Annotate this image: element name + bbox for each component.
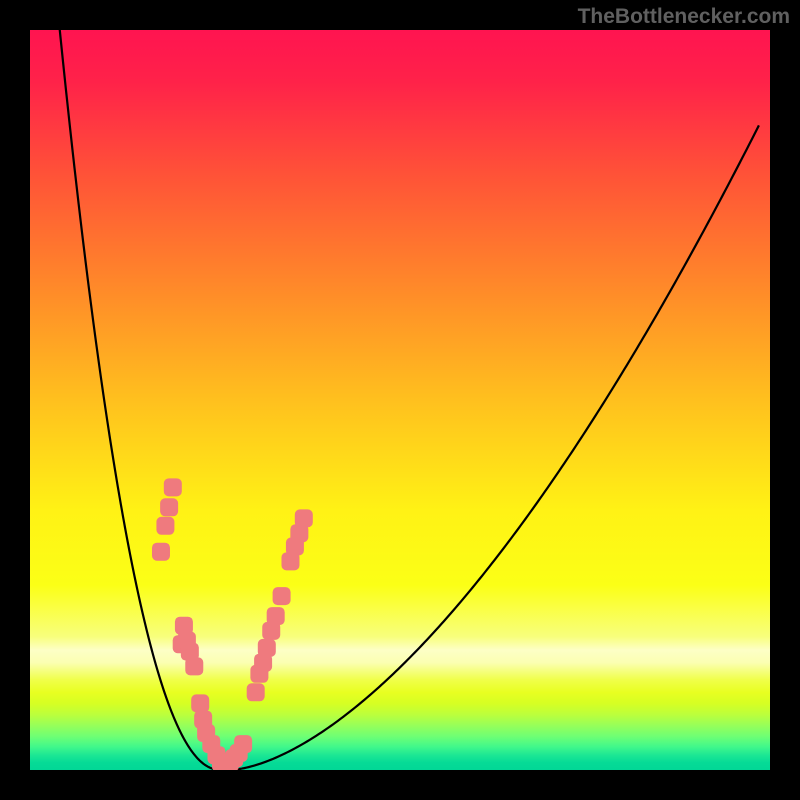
watermark-text: TheBottlenecker.com [578, 5, 790, 29]
marker-right [267, 607, 285, 625]
marker-right [258, 639, 276, 657]
marker-left [156, 517, 174, 535]
chart-container: TheBottlenecker.com [0, 0, 800, 800]
marker-left [234, 735, 252, 753]
plot-svg [30, 30, 770, 770]
marker-left [191, 694, 209, 712]
marker-right [273, 587, 291, 605]
marker-left [160, 498, 178, 516]
marker-right [247, 683, 265, 701]
marker-left [152, 543, 170, 561]
marker-left [164, 478, 182, 496]
plot-background [30, 30, 770, 770]
plot-area [30, 30, 770, 770]
marker-right [295, 509, 313, 527]
marker-left [185, 657, 203, 675]
